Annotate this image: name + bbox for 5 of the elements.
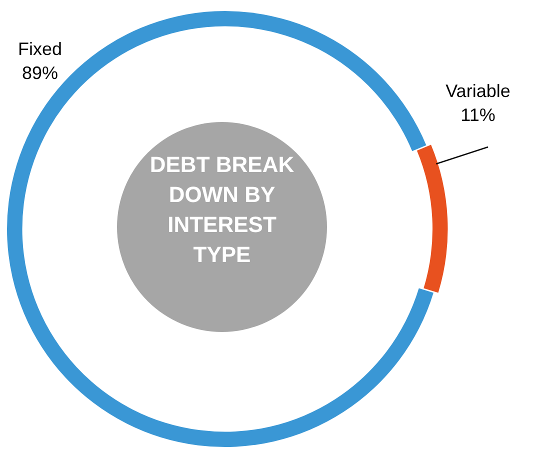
slice-label: Variable bbox=[446, 80, 510, 101]
slice-label: Fixed bbox=[18, 38, 62, 59]
data-label: 11% bbox=[460, 104, 496, 125]
text: DEBT BREAK DOWN BY INTEREST TYPE bbox=[148, 151, 296, 269]
data-label: 89% bbox=[22, 62, 58, 83]
